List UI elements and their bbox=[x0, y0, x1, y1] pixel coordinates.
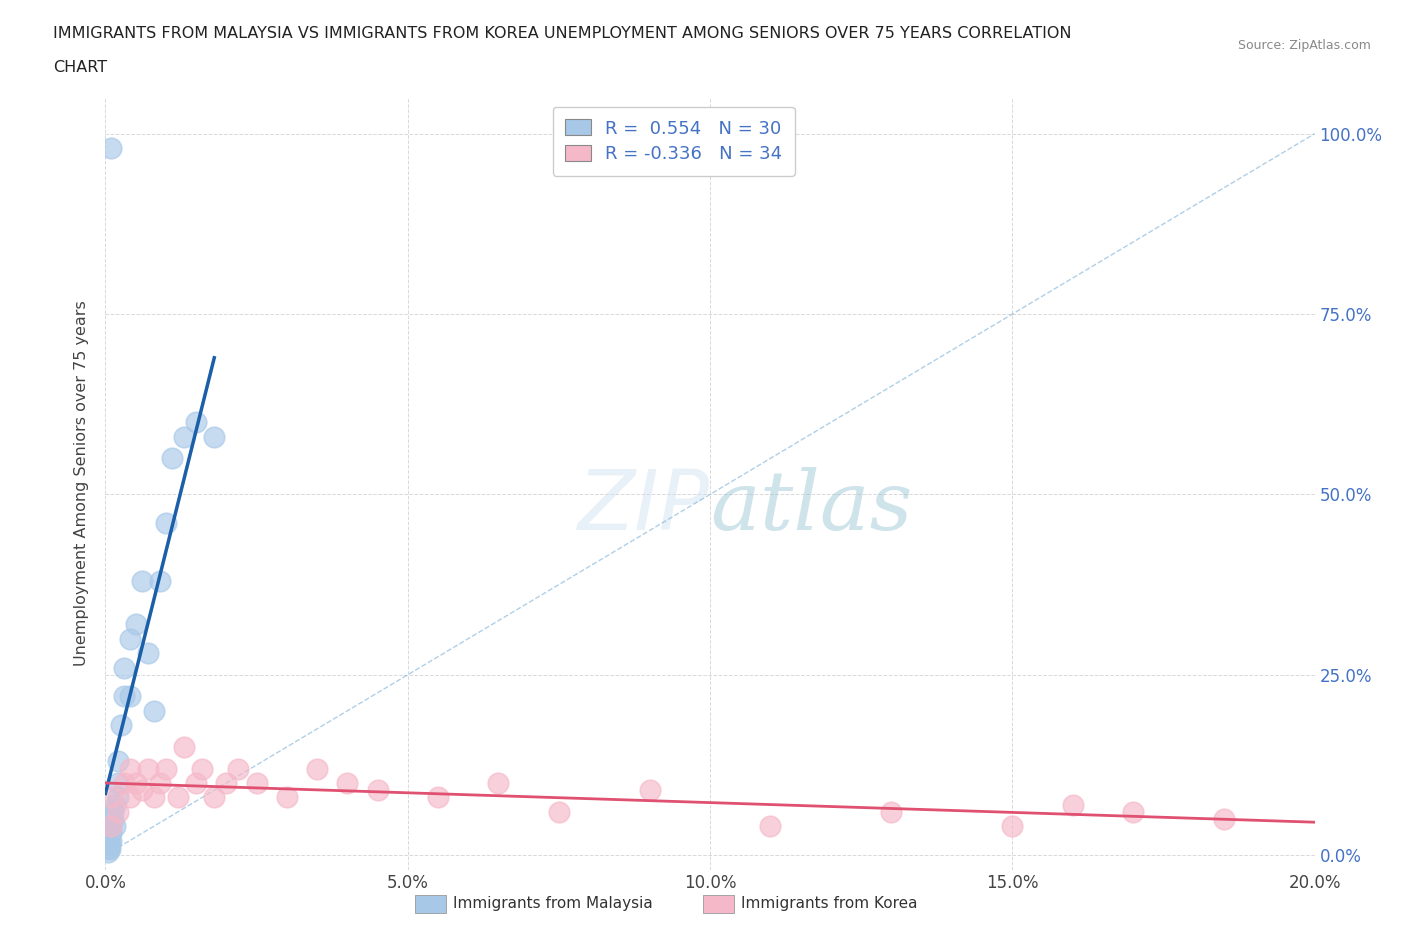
Point bbox=[112, 689, 135, 704]
Point bbox=[136, 761, 159, 776]
Point bbox=[131, 783, 153, 798]
Point bbox=[246, 776, 269, 790]
Point bbox=[1122, 804, 1144, 819]
Y-axis label: Unemployment Among Seniors over 75 years: Unemployment Among Seniors over 75 years bbox=[75, 300, 90, 667]
Point bbox=[1001, 818, 1024, 833]
Point bbox=[124, 776, 148, 790]
Text: IMMIGRANTS FROM MALAYSIA VS IMMIGRANTS FROM KOREA UNEMPLOYMENT AMONG SENIORS OVE: IMMIGRANTS FROM MALAYSIA VS IMMIGRANTS F… bbox=[53, 26, 1071, 41]
Point bbox=[142, 790, 165, 804]
Point bbox=[427, 790, 450, 804]
Point bbox=[107, 804, 129, 819]
Point bbox=[160, 451, 183, 466]
Point bbox=[97, 844, 120, 859]
Point bbox=[215, 776, 238, 790]
Point bbox=[124, 617, 148, 631]
Point bbox=[98, 837, 121, 852]
Point bbox=[100, 818, 122, 833]
Point bbox=[186, 776, 208, 790]
Point bbox=[548, 804, 571, 819]
Point bbox=[336, 776, 359, 790]
Point bbox=[307, 761, 329, 776]
Text: CHART: CHART bbox=[53, 60, 107, 74]
Point bbox=[155, 516, 177, 531]
Point bbox=[173, 430, 195, 445]
Point bbox=[276, 790, 298, 804]
Point bbox=[118, 689, 141, 704]
Point bbox=[880, 804, 903, 819]
Point bbox=[149, 574, 172, 589]
Point bbox=[136, 645, 159, 660]
Point bbox=[202, 790, 225, 804]
Point bbox=[107, 776, 129, 790]
Text: Source: ZipAtlas.com: Source: ZipAtlas.com bbox=[1237, 39, 1371, 52]
Point bbox=[107, 754, 129, 769]
Point bbox=[191, 761, 214, 776]
Text: Immigrants from Korea: Immigrants from Korea bbox=[741, 897, 918, 911]
Point bbox=[173, 739, 195, 754]
Point bbox=[149, 776, 172, 790]
Point bbox=[103, 797, 125, 812]
Point bbox=[228, 761, 250, 776]
Point bbox=[112, 776, 135, 790]
Point bbox=[98, 842, 121, 857]
Point bbox=[118, 761, 141, 776]
Point bbox=[107, 790, 129, 804]
Point bbox=[142, 703, 165, 718]
Point bbox=[366, 783, 388, 798]
Point bbox=[100, 826, 122, 841]
Point bbox=[118, 631, 141, 646]
Point bbox=[202, 430, 225, 445]
Point bbox=[101, 804, 124, 819]
Point bbox=[112, 660, 135, 675]
Point bbox=[100, 833, 122, 848]
Point bbox=[186, 415, 208, 430]
Text: ZIP: ZIP bbox=[578, 466, 710, 547]
Point bbox=[759, 818, 782, 833]
Text: atlas: atlas bbox=[710, 467, 912, 547]
Point bbox=[488, 776, 510, 790]
Point bbox=[98, 841, 121, 856]
Point bbox=[118, 790, 141, 804]
Point bbox=[100, 818, 122, 833]
Point bbox=[1062, 797, 1084, 812]
Point bbox=[110, 718, 132, 733]
Legend: R =  0.554   N = 30, R = -0.336   N = 34: R = 0.554 N = 30, R = -0.336 N = 34 bbox=[553, 107, 794, 176]
Point bbox=[100, 790, 122, 804]
Point bbox=[103, 818, 125, 833]
Point bbox=[103, 812, 125, 827]
Point bbox=[167, 790, 190, 804]
Point bbox=[100, 140, 122, 155]
Point bbox=[638, 783, 661, 798]
Point bbox=[155, 761, 177, 776]
Text: Immigrants from Malaysia: Immigrants from Malaysia bbox=[453, 897, 652, 911]
Point bbox=[1212, 812, 1236, 827]
Point bbox=[131, 574, 153, 589]
